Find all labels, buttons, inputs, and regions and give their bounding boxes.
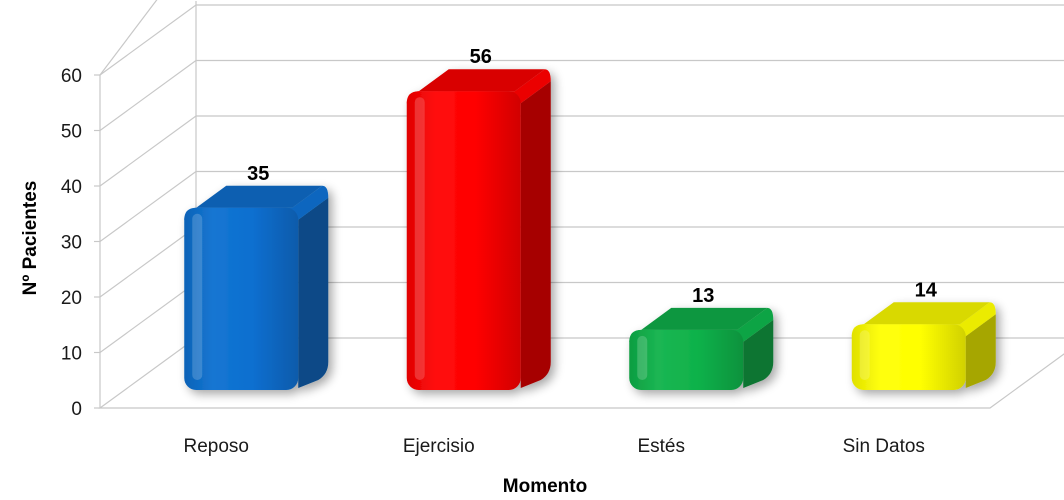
bar-side-face — [743, 319, 774, 388]
bar-highlight — [414, 97, 425, 380]
bar-highlight — [637, 335, 648, 380]
gridline-side — [99, 4, 197, 76]
y-tick-label: 50 — [61, 122, 82, 143]
chart-floor — [98, 337, 1064, 409]
x-axis-title: Momento — [503, 476, 587, 497]
bar-ejercisio — [406, 69, 551, 390]
bars — [184, 69, 996, 390]
gridline-side — [99, 60, 197, 131]
bar-side-face — [965, 314, 996, 388]
value-label: 35 — [247, 163, 269, 185]
category-label: Reposo — [184, 436, 250, 457]
y-tick-label: 40 — [61, 177, 82, 198]
bar-top-cap — [196, 185, 323, 208]
value-label: 13 — [692, 285, 714, 307]
category-label: Estés — [637, 436, 685, 457]
y-tick-label: 60 — [61, 66, 82, 87]
gridline-side — [99, 282, 197, 353]
bar-front-face — [629, 329, 744, 390]
category-labels: Reposo Ejercisio Estés Sin Datos — [184, 436, 925, 457]
bar-front-face — [851, 324, 966, 390]
y-tick-label: 20 — [61, 288, 82, 309]
y-tick-label: 0 — [71, 399, 82, 420]
y-axis-title: Nº Pacientes — [20, 181, 41, 296]
bar-side-face — [520, 81, 551, 388]
bar-highlight — [859, 330, 870, 380]
bar-sin-datos — [851, 302, 996, 390]
category-label: Ejercisio — [403, 436, 475, 457]
bar-top-cap — [418, 69, 545, 92]
gridlines — [94, 0, 1064, 409]
bar-estés — [629, 307, 774, 390]
bar-top-cap — [641, 307, 768, 330]
bar-highlight — [192, 213, 203, 380]
value-label: 14 — [915, 279, 938, 301]
gridline-side-top — [99, 0, 158, 76]
y-tick-label: 30 — [61, 233, 82, 254]
bar-front-face — [184, 207, 299, 390]
value-labels: 35 56 13 14 — [247, 46, 938, 307]
y-tick-label: 10 — [61, 344, 82, 365]
gridline-side — [99, 226, 197, 298]
gridline-side — [99, 115, 197, 187]
category-label: Sin Datos — [843, 436, 925, 457]
bar-side-face — [298, 197, 329, 388]
bar-front-face — [406, 91, 521, 390]
gridline-side — [99, 171, 197, 242]
bar-top-cap — [863, 302, 990, 325]
y-tick-labels: 0 10 20 30 40 50 60 — [61, 66, 82, 420]
value-label: 56 — [470, 46, 492, 68]
bar-reposo — [184, 185, 329, 390]
